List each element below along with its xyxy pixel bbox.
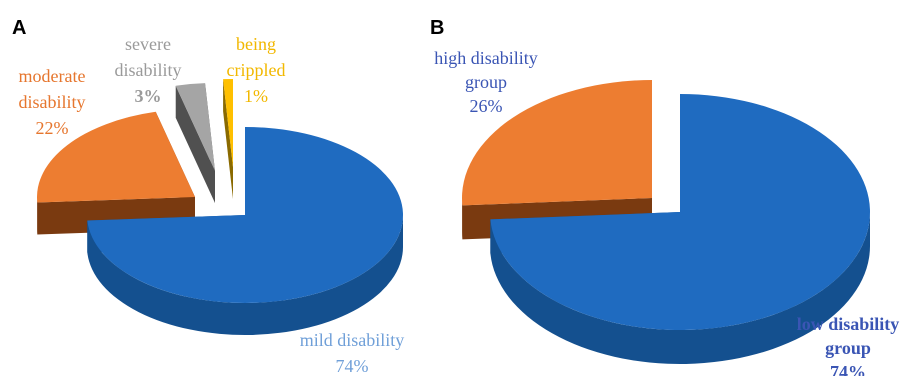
label-percent: 26% — [470, 96, 503, 116]
label-line: being — [236, 34, 276, 54]
label-being-crippled: being crippled 1% — [227, 34, 286, 106]
panel-letter-b: B — [430, 17, 444, 39]
label-line: group — [465, 72, 507, 92]
label-moderate-disability: moderate disability 22% — [19, 66, 86, 138]
slice-being-crippled — [223, 79, 233, 199]
label-line: disability — [19, 92, 86, 112]
label-line: high disability — [434, 48, 538, 68]
label-line: severe — [125, 34, 171, 54]
label-line: low disability — [797, 314, 900, 334]
label-percent: 3% — [135, 86, 162, 106]
label-severe-disability: severe disability 3% — [115, 34, 182, 106]
label-mild-disability: mild disability 74% — [300, 330, 405, 376]
label-line: crippled — [227, 60, 286, 80]
label-line: mild disability — [300, 330, 405, 350]
label-line: moderate — [19, 66, 86, 86]
label-line: group — [825, 338, 871, 358]
label-low-disability-group: low disability group 74% — [797, 314, 900, 376]
label-percent: 1% — [244, 86, 268, 106]
label-line: disability — [115, 60, 182, 80]
label-high-disability-group: high disability group 26% — [434, 48, 538, 116]
pie-chart-a: mild disability 74% moderate disability 22% s… — [19, 34, 405, 376]
label-percent: 22% — [36, 118, 69, 138]
pie-chart-b: low disability group 74% high disability gro… — [434, 48, 899, 376]
panel-letter-a: A — [12, 17, 26, 39]
label-percent: 74% — [336, 356, 369, 376]
label-percent: 74% — [830, 362, 866, 376]
